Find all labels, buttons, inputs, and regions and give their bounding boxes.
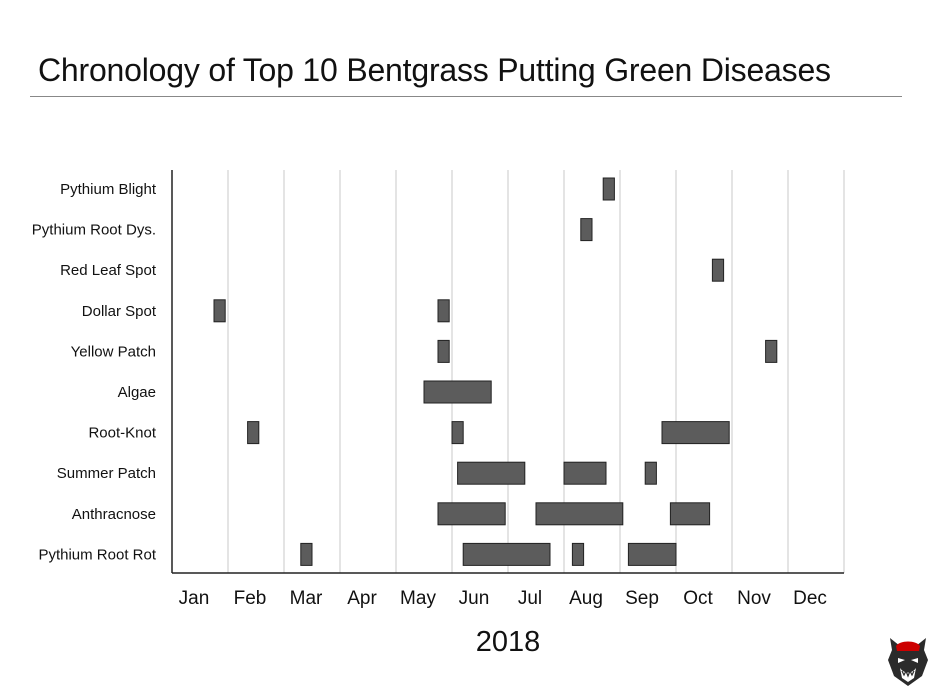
disease-period-bar [423,380,492,404]
disease-period-bar [437,339,450,363]
disease-label: Yellow Patch [71,343,156,360]
month-tick-label: Oct [683,588,713,609]
disease-period-bar [535,502,624,526]
disease-label: Algae [118,384,156,401]
month-labels: Jan Feb Mar Apr May Jun Jul Aug Sep Oct Nov Dec [179,588,827,609]
disease-period-bar [602,177,615,201]
disease-label: Summer Patch [57,465,156,482]
month-tick-label: Sep [625,588,659,609]
month-tick-label: May [400,588,436,609]
disease-label: Pythium Root Rot [38,546,156,563]
month-tick-label: Nov [737,588,771,609]
disease-period-bar [437,502,506,526]
month-tick-label: Apr [347,588,377,609]
disease-period-bar [462,542,551,566]
title-divider [30,96,902,97]
disease-period-bar [300,542,313,566]
disease-label: Anthracnose [72,506,156,523]
disease-label: Red Leaf Spot [60,262,157,279]
disease-period-bar [644,461,657,485]
disease-period-bar [669,502,711,526]
disease-period-bar [247,421,260,445]
month-tick-label: Mar [290,588,323,609]
disease-labels: Pythium Blight Pythium Root Dys. Red Leaf … [32,181,157,563]
disease-period-bar [213,299,226,323]
month-tick-label: Dec [793,588,827,609]
chart-title: Chronology of Top 10 Bentgrass Putting G… [38,52,831,88]
disease-period-bar [661,421,730,445]
disease-period-bar [765,339,778,363]
month-tick-label: Jan [179,588,210,609]
disease-period-bar [711,258,725,282]
month-tick-label: Aug [569,588,603,609]
disease-label: Pythium Root Dys. [32,222,156,239]
disease-period-bar [451,421,464,445]
disease-bars [213,177,778,566]
disease-label: Pythium Blight [60,181,157,198]
disease-period-bar [437,299,450,323]
wolf-mascot-logo [888,638,928,686]
disease-period-bar [457,461,526,485]
disease-label: Dollar Spot [82,303,157,320]
month-tick-label: Feb [234,588,267,609]
disease-period-bar [571,542,585,566]
month-tick-label: Jun [459,588,490,609]
chart-axes [171,170,844,574]
month-tick-label: Jul [518,588,542,609]
disease-period-bar [563,461,607,485]
disease-period-bar [627,542,677,566]
disease-period-bar [580,218,593,242]
disease-label: Root-Knot [88,425,156,442]
x-axis-title: 2018 [475,626,541,658]
